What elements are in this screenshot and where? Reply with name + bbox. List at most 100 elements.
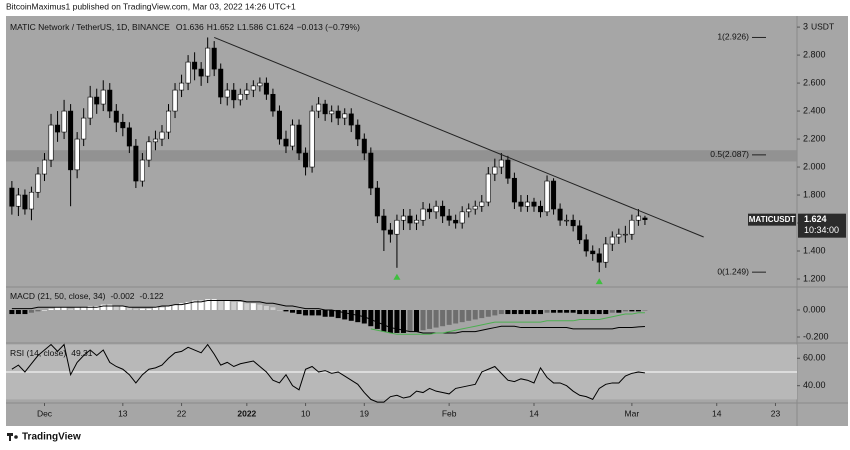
histogram-bar xyxy=(433,310,439,328)
histogram-bar xyxy=(387,310,393,333)
y-tick-label: 2.800 xyxy=(803,49,826,59)
candle-body xyxy=(329,110,335,115)
candle-body xyxy=(557,208,563,221)
histogram-bar xyxy=(498,310,504,315)
histogram-bar xyxy=(48,308,54,311)
histogram-bar xyxy=(583,310,589,315)
x-tick-label: 2022 xyxy=(237,408,256,418)
x-tick-label: 14 xyxy=(529,408,539,418)
histogram-bar xyxy=(74,307,80,311)
histogram-bar xyxy=(466,310,472,321)
histogram-bar xyxy=(544,310,550,313)
histogram-bar xyxy=(427,310,433,329)
candle-body xyxy=(433,205,439,213)
candle-body xyxy=(198,68,204,77)
candle-body xyxy=(511,177,517,203)
candle-body xyxy=(74,138,80,171)
candle-body xyxy=(205,47,211,77)
candle-body xyxy=(68,110,74,171)
histogram-bar xyxy=(577,310,583,315)
histogram-bar xyxy=(42,310,48,311)
histogram-bar xyxy=(107,304,113,311)
x-tick-label: 23 xyxy=(771,408,781,418)
ohlc-key: L xyxy=(237,22,242,32)
histogram-bar xyxy=(518,310,524,315)
candle-body xyxy=(159,131,165,140)
candle-body xyxy=(629,219,635,235)
histogram-bar xyxy=(368,310,374,327)
candle-body xyxy=(139,159,145,182)
candle-body xyxy=(381,215,387,231)
histogram-bar xyxy=(303,310,309,316)
histogram-bar xyxy=(205,299,211,311)
candle-body xyxy=(498,159,504,168)
candle-body xyxy=(322,103,328,115)
histogram-bar xyxy=(15,310,21,315)
candle-body xyxy=(290,124,296,147)
y-tick-label: 2.000 xyxy=(803,161,826,171)
histogram-bar xyxy=(9,310,15,315)
candle-body xyxy=(570,219,576,227)
histogram-bar xyxy=(505,310,511,315)
candle-body xyxy=(400,215,406,221)
candle-body xyxy=(263,82,269,95)
histogram-bar xyxy=(231,301,237,311)
currency-label: USDT xyxy=(811,21,834,31)
fib-label: 0.5(2.087) xyxy=(710,149,749,159)
candle-body xyxy=(622,233,628,236)
x-tick-label: Mar xyxy=(625,408,640,418)
candle-body xyxy=(368,152,374,189)
histogram-bar xyxy=(152,307,158,311)
histogram-bar xyxy=(263,305,269,311)
candle-body xyxy=(590,250,596,255)
histogram-bar xyxy=(590,310,596,315)
histogram-bar xyxy=(133,308,139,311)
histogram-bar xyxy=(270,307,276,311)
candle-body xyxy=(218,68,224,98)
candle-body xyxy=(524,201,530,207)
candle-body xyxy=(185,61,191,84)
candle-body xyxy=(459,211,465,224)
histogram-bar xyxy=(453,310,459,324)
histogram-bar xyxy=(374,310,380,329)
candle-body xyxy=(35,173,41,193)
candle-body xyxy=(133,145,139,182)
candle-body xyxy=(577,225,583,241)
histogram-bar xyxy=(381,310,387,332)
candle-body xyxy=(192,61,198,70)
legend: MATIC Network / TetherUS, 1D, BINANCE O1.… xyxy=(10,22,360,32)
histogram-bar xyxy=(61,307,67,311)
histogram-bar xyxy=(283,310,289,312)
candle-body xyxy=(616,233,622,238)
histogram-bar xyxy=(414,310,420,332)
histogram-bar xyxy=(329,310,335,317)
histogram-bar xyxy=(250,303,256,311)
histogram-bar xyxy=(485,310,491,317)
histogram-bar xyxy=(55,307,61,311)
histogram-bar xyxy=(400,310,406,333)
histogram-bar xyxy=(94,305,100,311)
histogram-bar xyxy=(616,310,622,313)
last-price: 1.624 xyxy=(804,214,827,224)
y-tick-label: 2.400 xyxy=(803,105,826,115)
candle-body xyxy=(374,187,380,217)
candle-body xyxy=(100,89,106,105)
y-tick-label: 60.00 xyxy=(803,353,826,363)
histogram-bar xyxy=(87,305,93,311)
candle-body xyxy=(237,93,243,101)
macd-title: MACD (21, 50, close, 34) xyxy=(10,291,106,301)
histogram-bar xyxy=(622,310,628,312)
rsi-value: 49.31 xyxy=(71,348,93,358)
countdown: 10:34:00 xyxy=(804,225,839,235)
histogram-bar xyxy=(459,310,465,323)
candle-body xyxy=(407,215,413,224)
ohlc-key: O xyxy=(176,22,183,32)
x-tick-label: Feb xyxy=(442,408,457,418)
candle-body xyxy=(485,173,491,203)
histogram-bar xyxy=(276,310,282,311)
candle-body xyxy=(342,113,348,119)
candle-body xyxy=(361,138,367,154)
candle-body xyxy=(48,124,54,161)
candle-body xyxy=(603,243,609,263)
histogram-bar xyxy=(564,310,570,313)
